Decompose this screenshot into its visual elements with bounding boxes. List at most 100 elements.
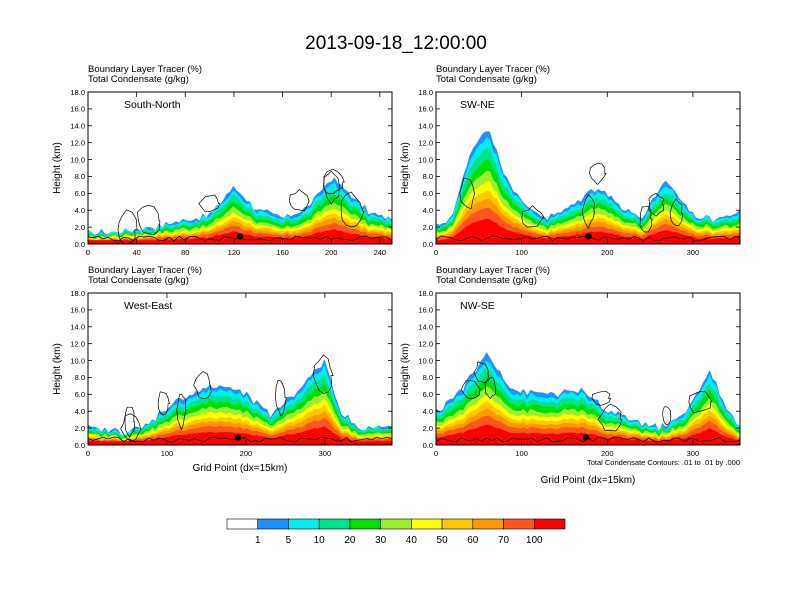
xtick-label: 0: [86, 248, 90, 257]
header-line1: Boundary Layer Tracer (%): [88, 265, 202, 276]
colorbar-swatch: [533, 518, 566, 530]
condensate-contour: [124, 406, 136, 439]
colorbar-label: 5: [286, 535, 292, 546]
tracer-field: [436, 352, 740, 445]
condensate-contour: [662, 406, 672, 426]
colorbar-label: 70: [498, 535, 510, 546]
ylabel: Height (km): [52, 343, 63, 395]
xtick-label: 200: [601, 449, 614, 458]
xtick-label: 0: [434, 449, 438, 458]
xtick-label: 200: [240, 449, 253, 458]
ytick-label: 10.0: [418, 155, 433, 164]
ytick-label: 16.0: [70, 105, 85, 114]
xlabel: Grid Point (dx=15km): [193, 463, 288, 474]
panel-sw-ne: Boundary Layer Tracer (%)Total Condensat…: [400, 64, 741, 257]
ytick-label: 14.0: [418, 323, 433, 332]
condensate-contour: [193, 371, 212, 400]
header-line2: Total Condensate (g/kg): [88, 74, 189, 85]
condensate-contour: [648, 192, 665, 217]
colorbar-swatch: [288, 518, 320, 530]
xtick-label: 240: [374, 248, 387, 257]
ytick-label: 2.0: [75, 424, 85, 433]
colorbar-label: 30: [375, 535, 387, 546]
ytick-label: 4.0: [423, 206, 433, 215]
xtick-label: 40: [132, 248, 140, 257]
colorbar-swatch: [318, 518, 351, 530]
ytick-label: 12.0: [418, 339, 433, 348]
colorbar-label: 100: [526, 535, 543, 546]
ytick-label: 2.0: [423, 223, 433, 232]
condensate-contour: [120, 413, 142, 442]
ytick-label: 12.0: [70, 138, 85, 147]
condensate-contour: [176, 393, 187, 431]
tracer-band-10: [436, 218, 740, 244]
ylabel: Height (km): [400, 343, 411, 395]
colorbar-swatch: [503, 518, 535, 530]
colorbar-swatch: [411, 518, 443, 530]
ytick-label: 18.0: [418, 289, 433, 298]
region-label: West-East: [124, 300, 172, 312]
colorbar-swatch: [349, 518, 381, 530]
ytick-label: 10.0: [418, 356, 433, 365]
panel-nw-se: Boundary Layer Tracer (%)Total Condensat…: [400, 265, 741, 486]
ytick-label: 4.0: [75, 407, 85, 416]
condensate-contours: [120, 354, 334, 442]
ytick-label: 6.0: [423, 390, 433, 399]
condensate-contour: [288, 189, 310, 212]
ytick-label: 18.0: [70, 289, 85, 298]
colorbar-swatch: [472, 518, 504, 530]
condensate-contour: [581, 194, 595, 229]
condensate-contour: [521, 205, 545, 228]
condensate-contour: [591, 390, 612, 406]
xtick-label: 0: [434, 248, 438, 257]
ytick-label: 8.0: [423, 373, 433, 382]
ytick-label: 16.0: [70, 306, 85, 315]
condensate-contours: [461, 361, 713, 432]
condensate-contour: [473, 361, 490, 384]
plot-frame: [435, 91, 741, 245]
condensate-contour: [461, 380, 482, 400]
condensate-contour: [669, 198, 684, 226]
xtick-label: 300: [687, 248, 700, 257]
ytick-label: 6.0: [423, 189, 433, 198]
condensate-contour: [459, 177, 476, 210]
condensate-contours: [117, 168, 365, 244]
ytick-label: 0.0: [423, 441, 433, 450]
ytick-label: 0.0: [423, 240, 433, 249]
ytick-label: 6.0: [75, 189, 85, 198]
tracer-field: [88, 359, 392, 445]
colorbar-label: 1: [255, 535, 261, 546]
condensate-contour: [117, 209, 138, 244]
ytick-label: 14.0: [70, 122, 85, 131]
ytick-label: 14.0: [418, 122, 433, 131]
location-marker: [585, 233, 592, 240]
ytick-label: 16.0: [418, 306, 433, 315]
xtick-label: 300: [687, 449, 700, 458]
xlabel: Grid Point (dx=15km): [541, 475, 636, 486]
plot-frame: [87, 91, 393, 245]
colorbar-swatch: [257, 518, 289, 530]
ytick-label: 0.0: [75, 240, 85, 249]
ytick-label: 12.0: [70, 339, 85, 348]
condensate-contour: [639, 205, 653, 233]
condensate-contour: [312, 354, 334, 394]
xtick-label: 120: [228, 248, 241, 257]
colorbar-label: 60: [467, 535, 479, 546]
xtick-label: 100: [515, 449, 528, 458]
ytick-label: 4.0: [423, 407, 433, 416]
xtick-label: 100: [161, 449, 174, 458]
ylabel: Height (km): [400, 142, 411, 194]
ytick-label: 14.0: [70, 323, 85, 332]
tracer-field: [436, 131, 740, 244]
xtick-label: 200: [601, 248, 614, 257]
condensate-contour: [340, 191, 365, 228]
xtick-label: 200: [325, 248, 338, 257]
xtick-label: 160: [276, 248, 289, 257]
panel-south-north: Boundary Layer Tracer (%)Total Condensat…: [52, 64, 393, 257]
condensate-contours: [459, 162, 684, 233]
colorbar-swatch: [441, 518, 474, 530]
ytick-label: 18.0: [70, 88, 85, 97]
header-line1: Boundary Layer Tracer (%): [88, 64, 202, 75]
colorbar: 1 5 10 20 30 40 50 60 70 100: [226, 518, 566, 546]
ytick-label: 6.0: [75, 390, 85, 399]
